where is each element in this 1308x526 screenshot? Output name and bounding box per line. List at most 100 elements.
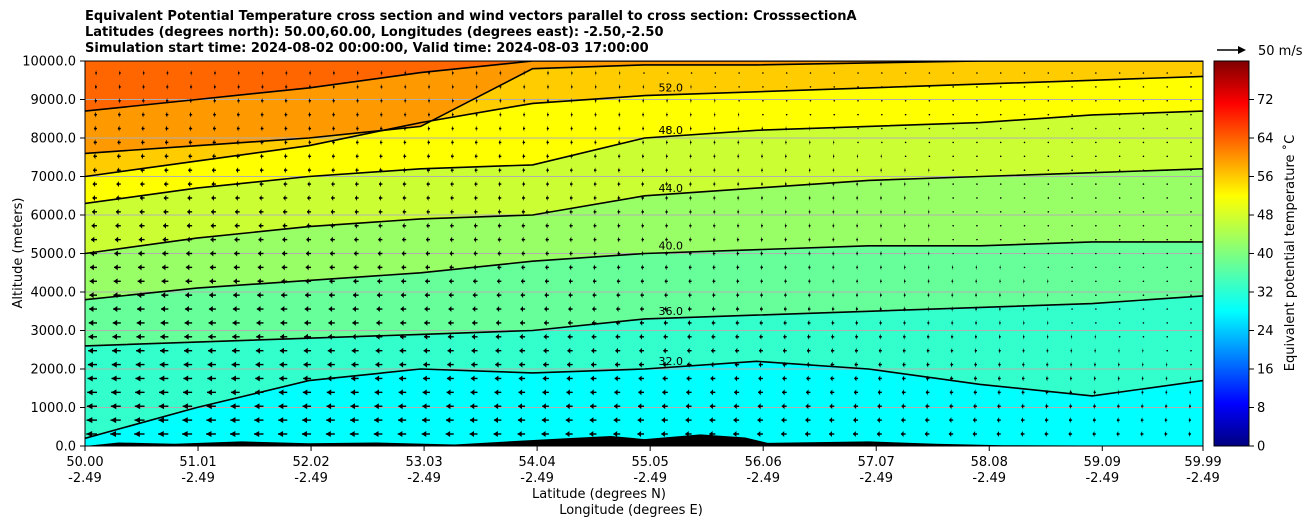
wind-vector-head: [426, 181, 429, 188]
wind-vector-head: [568, 319, 571, 326]
wind-vector-head: [830, 361, 833, 368]
wind-vector-head: [664, 278, 667, 285]
wind-vector: [1023, 224, 1026, 227]
wind-vector-head: [207, 347, 213, 354]
wind-vector-head: [1164, 417, 1167, 424]
wind-vector-head: [159, 361, 165, 368]
wind-vector-head: [234, 250, 238, 257]
wind-vector-head: [404, 111, 406, 118]
wind-vector-head: [951, 333, 953, 340]
wind-vector: [1118, 308, 1121, 310]
wind-vector-head: [928, 236, 929, 243]
wind-vector-head: [951, 306, 953, 313]
y-tick-label: 5000.0: [31, 247, 77, 262]
wind-vector-head: [523, 111, 525, 118]
wind-vector-head: [119, 70, 121, 76]
wind-vector-head: [499, 111, 501, 118]
wind-vector-head: [403, 153, 405, 160]
wind-vector-head: [591, 319, 595, 326]
wind-vector-head: [497, 278, 500, 285]
wind-vector-head: [904, 208, 906, 215]
wind-vector-head: [330, 222, 333, 229]
wind-vector: [1023, 155, 1026, 158]
wind-vector: [1071, 141, 1073, 144]
wind-vector-head: [713, 139, 715, 146]
wind-vector: [881, 113, 883, 116]
wind-vector: [999, 224, 1002, 227]
wind-vector-head: [618, 125, 620, 132]
wind-vector-head: [616, 306, 619, 313]
wind-vector: [690, 72, 693, 74]
x-tick-label-lon: -2.49: [746, 471, 780, 486]
wind-vector-head: [518, 403, 522, 410]
wind-vector: [1166, 349, 1169, 352]
wind-vector-head: [544, 292, 547, 299]
wind-vector-head: [498, 208, 500, 215]
wind-vector-head: [190, 70, 192, 76]
wind-vector-head: [472, 306, 476, 313]
wind-vector-head: [496, 319, 499, 326]
wind-vector: [738, 86, 740, 88]
wind-vector-head: [499, 83, 501, 90]
wind-vector-head: [518, 389, 523, 396]
y-tick-label: 10000.0: [22, 55, 76, 70]
wind-vector-head: [114, 264, 118, 271]
x-tick-label-lat: 50.00: [66, 455, 103, 470]
colorbar-ticks: 0 8 16 24 32 40 48 56 64 72: [1249, 93, 1274, 455]
wind-vector-head: [832, 222, 834, 229]
wind-vector-head: [182, 417, 188, 424]
wind-vector-head: [233, 278, 237, 285]
x-axis-label-longitude: Longitude (degrees E): [559, 503, 703, 518]
wind-vector-head: [1023, 306, 1024, 313]
wind-vector-head: [713, 153, 715, 160]
wind-vector-head: [469, 431, 474, 437]
wind-vector-head: [733, 403, 737, 410]
y-tick-label: 2000.0: [31, 363, 77, 378]
wind-vector-head: [351, 375, 356, 382]
wind-vector-head: [805, 431, 809, 437]
wind-vector-head: [210, 236, 214, 243]
wind-vector: [1190, 183, 1192, 185]
wind-vector-head: [617, 181, 620, 188]
wind-vector: [762, 86, 764, 88]
wind-vector-head: [1165, 389, 1167, 396]
wind-vector-head: [230, 417, 236, 424]
wind-vector-head: [782, 361, 785, 368]
wind-vector: [1166, 238, 1169, 241]
wind-vector-head: [853, 403, 857, 410]
wind-vector-head: [401, 264, 405, 271]
wind-vector-head: [110, 417, 117, 424]
wind-vector-head: [638, 389, 642, 396]
wind-vector-head: [690, 125, 691, 132]
wind-vector-head: [880, 181, 882, 188]
wind-vector-head: [543, 347, 547, 354]
wind-vector-head: [303, 375, 308, 382]
wind-vector: [999, 113, 1002, 116]
wind-vector-head: [665, 208, 667, 215]
wind-vector-head: [353, 264, 357, 271]
wind-vector-head: [231, 347, 237, 354]
title-line-3: Simulation start time: 2024-08-02 00:00:…: [85, 41, 649, 56]
wind-vector-head: [618, 153, 620, 160]
wind-vector-head: [996, 431, 999, 437]
wind-vector-head: [472, 319, 476, 326]
wind-vector: [1095, 72, 1097, 74]
wind-vector-head: [832, 236, 834, 243]
wind-vector: [1118, 169, 1121, 171]
wind-vector: [1142, 183, 1145, 185]
wind-vector-head: [305, 292, 309, 299]
wind-vector: [1118, 266, 1121, 269]
wind-vector-head: [1142, 361, 1143, 368]
wind-vector-head: [566, 389, 570, 396]
wind-vector-head: [260, 167, 262, 174]
wind-vector-head: [641, 167, 643, 174]
wind-vector-head: [160, 333, 165, 340]
wind-vector-head: [521, 236, 524, 243]
wind-vector: [1118, 336, 1121, 338]
wind-vector-head: [404, 97, 406, 104]
wind-vector: [952, 197, 954, 199]
wind-vector-head: [830, 347, 833, 354]
wind-vector: [762, 99, 764, 102]
wind-vector: [785, 113, 788, 116]
wind-vector-head: [951, 264, 953, 271]
